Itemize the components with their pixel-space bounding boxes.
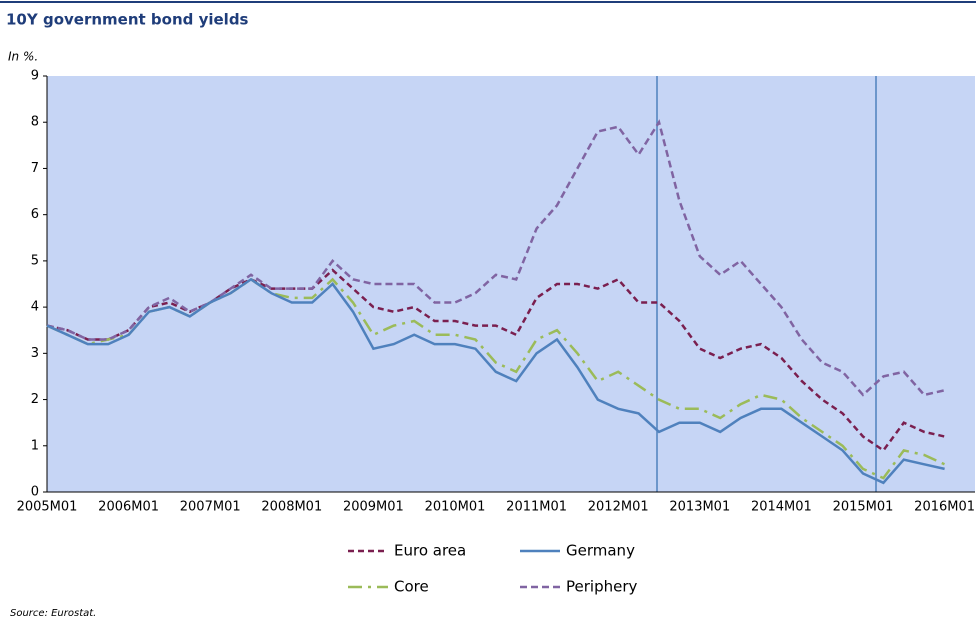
plot-area: [47, 76, 975, 492]
y-tick-label: 2: [31, 392, 39, 407]
series-line: [46, 277, 946, 480]
x-tick-label: 2015M01: [833, 500, 894, 515]
y-tick-label: 6: [31, 207, 39, 222]
y-tick-label: 0: [31, 485, 39, 500]
y-tick-label: 3: [31, 346, 39, 361]
x-tick-label: 2016M01: [914, 500, 975, 515]
series-line: [46, 277, 945, 485]
y-axis-label: In %.: [8, 50, 38, 64]
x-tick-label: 2009M01: [343, 500, 404, 515]
chart-title: 10Y government bond yields: [6, 11, 249, 29]
legend-label: Germany: [566, 542, 635, 560]
y-tick-label: 8: [31, 115, 39, 130]
y-tick-label: 4: [31, 300, 39, 315]
y-tick-label: 7: [31, 161, 39, 176]
y-tick-label: 1: [31, 438, 39, 453]
x-tick-label: 2005M01: [17, 500, 78, 515]
x-tick-label: 2011M01: [506, 500, 567, 515]
x-tick-label: 2008M01: [261, 500, 322, 515]
series-line: [46, 268, 945, 453]
x-tick-label: 2012M01: [588, 500, 649, 515]
y-tick-label: 9: [31, 69, 39, 84]
source: Source: Eurostat.: [10, 608, 96, 619]
legend-label: Periphery: [566, 578, 637, 596]
series-line: [46, 119, 945, 397]
x-tick-label: 2014M01: [751, 500, 812, 515]
x-tick-label: 2007M01: [180, 500, 241, 515]
y-tick-label: 5: [31, 253, 39, 268]
x-tick-label: 2010M01: [425, 500, 486, 515]
x-tick-label: 2013M01: [669, 500, 730, 515]
legend-label: Core: [394, 578, 429, 596]
x-tick-label: 2006M01: [98, 500, 159, 515]
legend-label: Euro area: [394, 542, 466, 560]
